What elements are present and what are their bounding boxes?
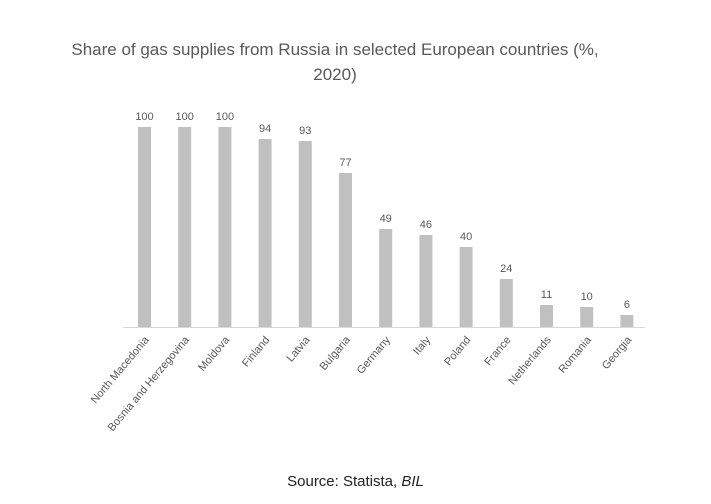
bar <box>499 279 513 327</box>
x-tick-label: Germany <box>355 334 394 377</box>
data-label: 77 <box>339 157 351 169</box>
x-tick-label: Bosnia and Herzegovina <box>106 334 193 434</box>
bar <box>258 139 272 327</box>
data-label: 94 <box>259 123 271 135</box>
data-label: 40 <box>460 231 472 243</box>
source-note: Source: Statista, BIL <box>0 473 711 490</box>
x-tick-label: Georgia <box>600 334 635 372</box>
x-tick-label: Italy <box>411 334 433 358</box>
source-prefix: Source: Statista, <box>287 473 402 490</box>
data-label: 93 <box>299 125 311 137</box>
x-tick-label: Netherlands <box>506 334 554 388</box>
data-label: 11 <box>541 289 552 301</box>
bar <box>218 127 232 327</box>
data-label: 100 <box>216 111 234 123</box>
x-tick-label: Bulgaria <box>318 334 354 373</box>
x-tick-label: Moldova <box>196 334 232 374</box>
data-label: 24 <box>500 263 512 275</box>
x-tick-label: France <box>482 334 513 368</box>
data-label: 49 <box>380 213 392 225</box>
bar <box>580 307 594 327</box>
x-tick-label: Latvia <box>285 334 314 365</box>
bar <box>620 315 634 327</box>
bar <box>540 305 553 327</box>
x-tick-label: Romania <box>557 334 595 376</box>
bar <box>178 127 192 327</box>
bar <box>379 229 393 327</box>
bar <box>298 141 312 327</box>
bar <box>419 235 433 327</box>
x-tick-label: Finland <box>240 334 272 369</box>
data-label: 6 <box>624 299 630 311</box>
bar <box>459 247 473 327</box>
source-italic: BIL <box>401 473 424 490</box>
bar <box>339 173 352 327</box>
data-label: 46 <box>420 219 432 231</box>
data-label: 10 <box>581 291 593 303</box>
data-label: 100 <box>135 111 153 123</box>
x-tick-label: Poland <box>442 334 473 368</box>
data-label: 100 <box>176 111 194 123</box>
chart-title: Share of gas supplies from Russia in sel… <box>71 40 599 84</box>
bar <box>138 127 151 327</box>
